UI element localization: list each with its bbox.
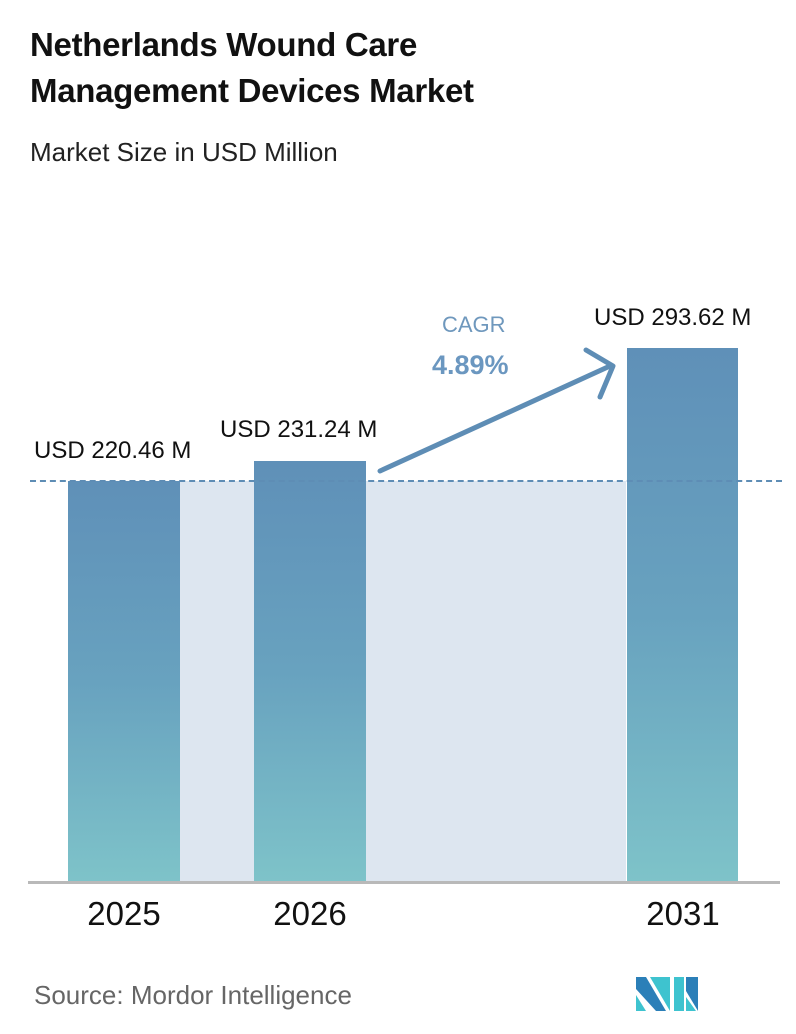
chart-title-line2: Management Devices Market bbox=[30, 72, 474, 109]
chart-title-line1: Netherlands Wound Care bbox=[30, 26, 418, 63]
x-label-2026: 2026 bbox=[273, 895, 347, 932]
source-text: Source: Mordor Intelligence bbox=[34, 980, 352, 1010]
bar-2031 bbox=[627, 348, 738, 882]
x-label-2031: 2031 bbox=[646, 895, 720, 932]
x-axis-baseline bbox=[28, 881, 780, 884]
mordor-intelligence-logo-icon bbox=[636, 977, 698, 1011]
value-label-2026: USD 231.24 M bbox=[220, 416, 378, 443]
value-label-2025: USD 220.46 M bbox=[34, 437, 192, 464]
reference-dashed-line bbox=[30, 480, 782, 482]
bar-2025 bbox=[68, 481, 180, 882]
value-label-2031: USD 293.62 M bbox=[594, 304, 752, 331]
cagr-label: CAGR bbox=[442, 312, 506, 337]
chart-title: Netherlands Wound Care Management Device… bbox=[30, 22, 474, 114]
cagr-value: 4.89% bbox=[432, 350, 509, 380]
bar-2026 bbox=[254, 461, 366, 882]
x-label-2025: 2025 bbox=[87, 895, 161, 932]
chart-subtitle: Market Size in USD Million bbox=[30, 137, 338, 167]
